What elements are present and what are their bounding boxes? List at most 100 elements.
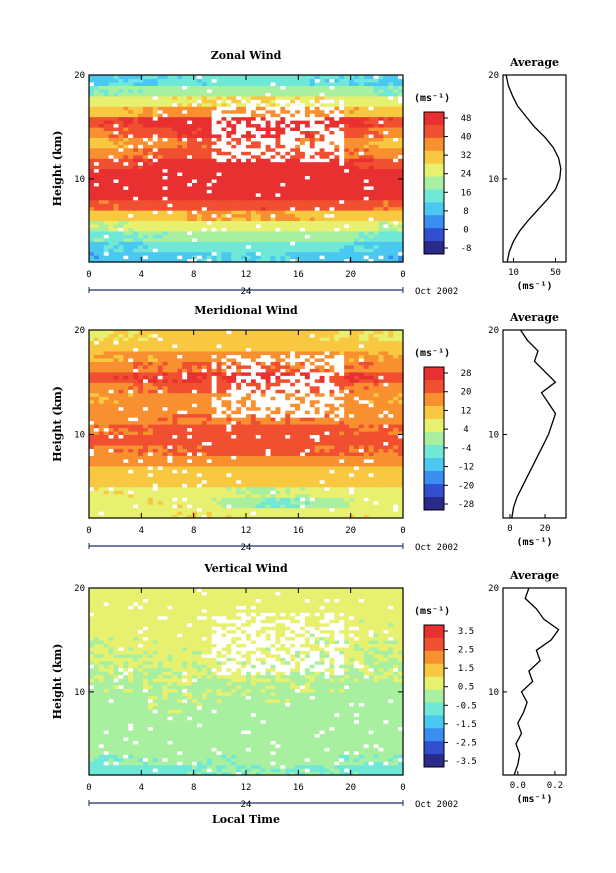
- heatmap-cell: [398, 465, 404, 470]
- heatmap-cell: [93, 210, 100, 215]
- heatmap-cell: [304, 92, 311, 97]
- heatmap-cell: [358, 199, 365, 204]
- heatmap-cell: [334, 458, 340, 463]
- heatmap-cell: [378, 206, 384, 211]
- heatmap-cell: [344, 441, 350, 446]
- heatmap-cell: [123, 472, 129, 477]
- heatmap-cell: [177, 206, 183, 211]
- heatmap-cell: [147, 192, 154, 197]
- heatmap-cell: [201, 479, 208, 484]
- heatmap-cell: [216, 123, 223, 128]
- heatmap-cell: [98, 441, 105, 446]
- date-label: Oct 2002: [415, 287, 458, 297]
- heatmap-cell: [349, 490, 355, 495]
- heatmap-cell: [314, 137, 321, 142]
- heatmap-cell: [196, 448, 203, 453]
- heatmap-cell: [270, 472, 277, 477]
- heatmap-cell: [275, 151, 281, 156]
- heatmap-cell: [187, 223, 193, 228]
- heatmap-cell: [265, 223, 272, 228]
- heatmap-cell: [196, 216, 203, 222]
- heatmap-cell: [98, 196, 105, 201]
- heatmap-cell: [353, 126, 360, 131]
- heatmap-cell: [393, 213, 399, 218]
- heatmap-cell: [216, 165, 223, 170]
- heatmap-cell: [118, 130, 124, 135]
- heatmap-cell: [231, 483, 237, 488]
- heatmap-cell: [93, 479, 100, 484]
- heatmap-cell: [275, 210, 281, 215]
- heatmap-cell: [255, 81, 262, 86]
- heatmap-cell: [133, 106, 139, 111]
- heatmap-cell: [299, 244, 306, 249]
- heatmap-cell: [368, 441, 375, 446]
- heatmap-cell: [226, 75, 232, 80]
- heatmap-cell: [368, 171, 375, 177]
- heatmap-cell: [133, 500, 139, 505]
- heatmap-cell: [349, 95, 355, 100]
- heatmap-cell: [324, 199, 331, 204]
- heatmap-cell: [103, 185, 110, 190]
- heatmap-cell: [241, 241, 247, 246]
- heatmap-cell: [226, 230, 232, 235]
- heatmap-cell: [260, 479, 267, 484]
- heatmap-cell: [157, 78, 164, 83]
- heatmap-cell: [162, 168, 169, 173]
- heatmap-cell: [133, 178, 139, 183]
- heatmap-cell: [177, 437, 183, 443]
- heatmap-cell: [373, 88, 380, 93]
- heatmap-cell: [123, 161, 129, 166]
- heatmap-cell: [339, 248, 345, 253]
- heatmap-cell: [157, 497, 164, 502]
- heatmap-cell: [388, 451, 394, 456]
- heatmap-cell: [378, 182, 384, 187]
- heatmap-cell: [221, 171, 227, 177]
- heatmap-cell: [309, 255, 316, 260]
- heatmap-cell: [334, 144, 340, 149]
- heatmap-cell: [93, 244, 100, 249]
- heatmap-cell: [314, 116, 321, 121]
- heatmap-cell: [398, 123, 404, 128]
- heatmap-cell: [304, 137, 311, 142]
- heatmap-cell: [138, 102, 144, 107]
- heatmap-cell: [290, 196, 296, 201]
- profile-x-tick-label: 10: [508, 268, 519, 278]
- heatmap-cell: [133, 514, 139, 519]
- heatmap-cell: [196, 189, 203, 194]
- heatmap-cell: [334, 448, 340, 453]
- heatmap-cell: [393, 199, 399, 204]
- heatmap-cell: [339, 237, 345, 242]
- heatmap-cell: [383, 144, 389, 149]
- heatmap-cell: [334, 189, 340, 194]
- heatmap-cell: [260, 227, 267, 232]
- heatmap-cell: [295, 465, 301, 470]
- heatmap-cell: [206, 223, 213, 228]
- heatmap-cell: [280, 78, 286, 83]
- date-marker: 24: [241, 287, 252, 297]
- heatmap-cell: [388, 251, 394, 256]
- heatmap-cell: [216, 151, 223, 156]
- heatmap-cell: [211, 126, 218, 131]
- heatmap-cell: [142, 483, 149, 488]
- heatmap-cell: [304, 175, 311, 180]
- heatmap-cell: [138, 486, 144, 491]
- heatmap-cell: [383, 455, 389, 460]
- heatmap-cell: [334, 227, 340, 232]
- heatmap-cell: [353, 85, 360, 90]
- heatmap-cell: [319, 182, 326, 187]
- heatmap-cell: [162, 476, 169, 481]
- heatmap-cell: [246, 258, 252, 263]
- heatmap-cell: [388, 158, 394, 163]
- heatmap-cell: [138, 92, 144, 97]
- heatmap-cell: [93, 203, 100, 208]
- heatmap-cell: [192, 504, 198, 509]
- heatmap-cell: [93, 206, 100, 211]
- heatmap-cell: [182, 255, 188, 260]
- heatmap-cell: [113, 140, 120, 145]
- heatmap-cell: [295, 448, 301, 453]
- heatmap-cell: [138, 168, 144, 173]
- heatmap-cell: [93, 102, 100, 107]
- heatmap-cell: [260, 455, 267, 460]
- heatmap-cell: [358, 500, 365, 505]
- heatmap-cell: [275, 258, 281, 263]
